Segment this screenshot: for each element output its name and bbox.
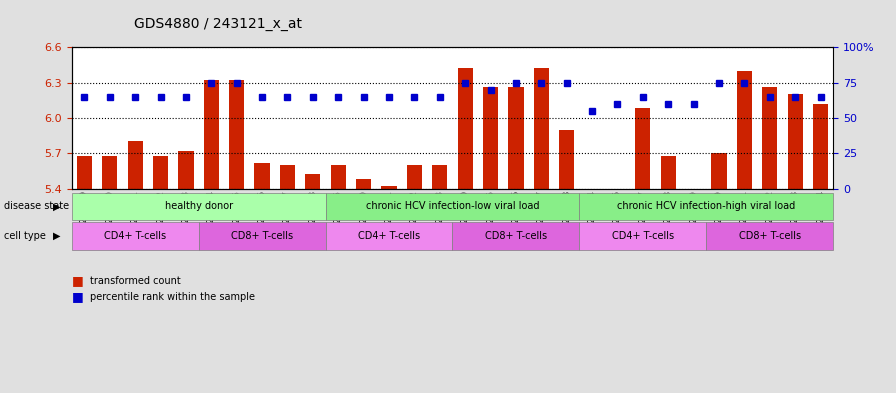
Text: ▶: ▶ — [54, 231, 61, 241]
Bar — [458, 68, 473, 189]
Text: transformed count: transformed count — [90, 276, 180, 286]
Bar — [229, 80, 245, 189]
Text: cell type: cell type — [4, 231, 47, 241]
Text: ▶: ▶ — [54, 201, 61, 211]
Text: GDS4880 / 243121_x_at: GDS4880 / 243121_x_at — [134, 17, 302, 31]
Text: disease state: disease state — [4, 201, 70, 211]
Bar — [153, 156, 168, 189]
Bar — [737, 71, 752, 189]
Bar — [407, 165, 422, 189]
Text: CD8+ T-cells: CD8+ T-cells — [738, 231, 801, 241]
Text: CD8+ T-cells: CD8+ T-cells — [485, 231, 547, 241]
Text: chronic HCV infection-high viral load: chronic HCV infection-high viral load — [617, 201, 796, 211]
Bar — [483, 87, 498, 189]
Bar — [711, 153, 727, 189]
Text: ■: ■ — [72, 274, 83, 288]
Bar — [178, 151, 194, 189]
Bar — [203, 80, 219, 189]
Bar — [306, 174, 321, 189]
Text: percentile rank within the sample: percentile rank within the sample — [90, 292, 254, 302]
Bar — [559, 130, 574, 189]
Bar — [660, 156, 676, 189]
Bar — [813, 104, 828, 189]
Bar — [127, 141, 142, 189]
Bar — [280, 165, 295, 189]
Bar — [635, 108, 650, 189]
Bar — [788, 94, 803, 189]
Bar — [102, 156, 117, 189]
Bar — [762, 87, 778, 189]
Bar — [254, 163, 270, 189]
Text: CD4+ T-cells: CD4+ T-cells — [612, 231, 674, 241]
Bar — [534, 68, 549, 189]
Bar — [432, 165, 447, 189]
Text: chronic HCV infection-low viral load: chronic HCV infection-low viral load — [366, 201, 539, 211]
Text: CD8+ T-cells: CD8+ T-cells — [231, 231, 293, 241]
Text: CD4+ T-cells: CD4+ T-cells — [358, 231, 420, 241]
Bar — [356, 179, 371, 189]
Text: ■: ■ — [72, 290, 83, 303]
Bar — [331, 165, 346, 189]
Text: healthy donor: healthy donor — [165, 201, 233, 211]
Bar — [77, 156, 92, 189]
Bar — [382, 186, 397, 189]
Bar — [508, 87, 523, 189]
Text: CD4+ T-cells: CD4+ T-cells — [104, 231, 167, 241]
